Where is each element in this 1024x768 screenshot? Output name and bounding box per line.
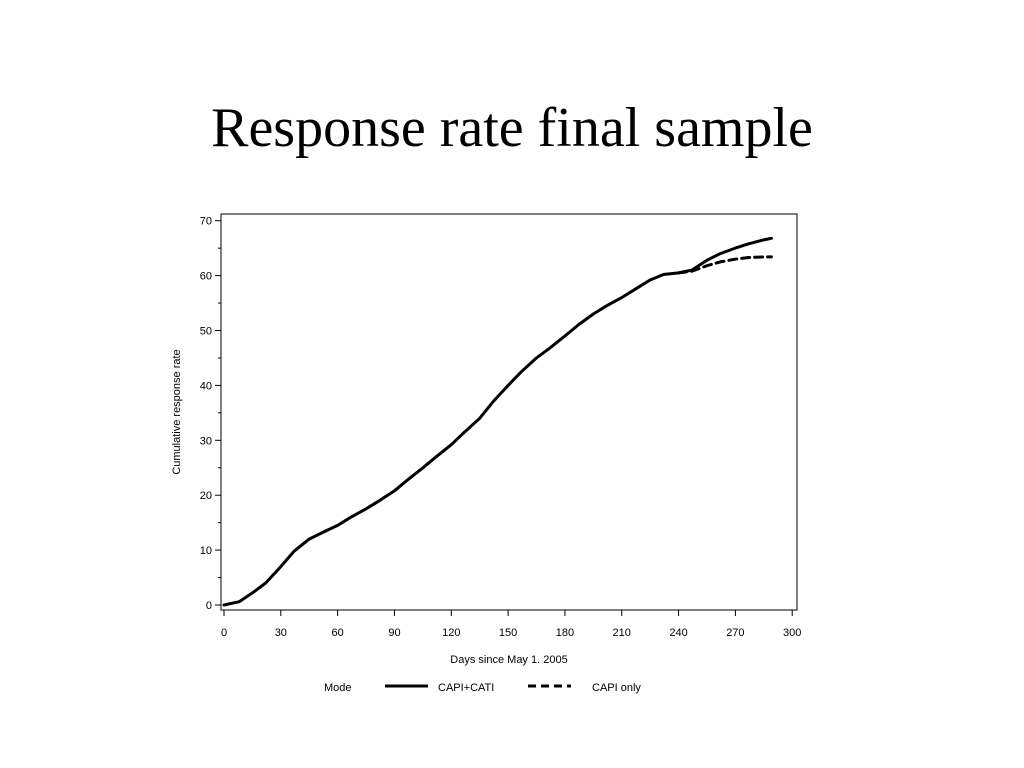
y-tick-label-40: 40: [200, 380, 212, 392]
x-tick-label-30: 30: [275, 627, 287, 639]
y-tick-label-50: 50: [200, 326, 212, 338]
x-tick-label-210: 210: [613, 627, 631, 639]
x-tick-label-150: 150: [499, 627, 517, 639]
x-tick-label-0: 0: [221, 627, 227, 639]
x-tick-label-270: 270: [726, 627, 744, 639]
y-tick-label-20: 20: [200, 490, 212, 502]
x-axis-label: Days since May 1. 2005: [450, 654, 567, 666]
x-tick-label-90: 90: [388, 627, 400, 639]
y-tick-label-70: 70: [200, 216, 212, 228]
legend-label-capi-only: CAPI only: [592, 682, 641, 694]
legend-label-capi-cati: CAPI+CATI: [438, 682, 494, 694]
y-tick-label-10: 10: [200, 545, 212, 557]
legend: Mode CAPI+CATI CAPI only: [324, 682, 641, 694]
y-tick-label-30: 30: [200, 435, 212, 447]
x-tick-label-300: 300: [783, 627, 801, 639]
slide-title: Response rate final sample: [211, 97, 813, 159]
x-tick-label-120: 120: [442, 627, 460, 639]
series-line-capi-only: [677, 255, 773, 275]
y-tick-label-0: 0: [206, 600, 212, 612]
y-tick-label-60: 60: [200, 271, 212, 283]
plot-frame: [220, 213, 798, 611]
legend-title: Mode: [324, 682, 352, 694]
x-tick-label-60: 60: [332, 627, 344, 639]
y-axis: 0 10 20 30 40 50 60 70: [200, 216, 221, 612]
series-line-capi-cati: [222, 236, 773, 607]
x-tick-label-240: 240: [669, 627, 687, 639]
y-axis-label: Cumulative response rate: [171, 349, 183, 474]
x-tick-label-180: 180: [556, 627, 574, 639]
series-layer: [222, 236, 773, 607]
x-axis: 0 30 60 90 120 150 180 210 240 270 300: [221, 610, 801, 639]
